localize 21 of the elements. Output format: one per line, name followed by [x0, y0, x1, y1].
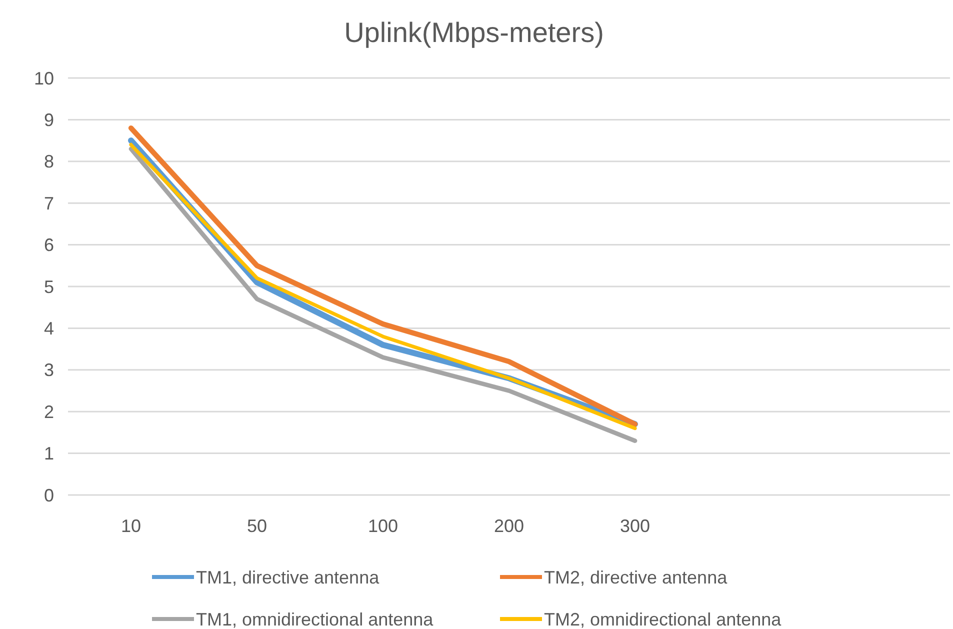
y-tick-label: 1 [44, 444, 54, 464]
legend-label: TM1, directive antenna [196, 567, 380, 588]
x-tick-label: 50 [246, 516, 268, 536]
legend-label: TM2, directive antenna [544, 567, 728, 588]
y-tick-label: 7 [44, 193, 54, 214]
x-tick-label: 200 [494, 516, 524, 536]
x-tick-label: 100 [368, 516, 398, 536]
y-tick-label: 2 [44, 402, 54, 422]
y-tick-label: 6 [44, 235, 54, 256]
y-tick-label: 4 [44, 318, 54, 338]
y-tick-label: 9 [44, 110, 54, 130]
y-tick-label: 0 [44, 485, 54, 506]
chart-title: Uplink(Mbps-meters) [344, 17, 604, 48]
y-tick-label: 10 [34, 68, 54, 88]
x-tick-label: 10 [120, 516, 142, 536]
x-tick-label: 300 [620, 516, 650, 536]
y-tick-label: 8 [44, 152, 54, 172]
y-tick-label: 5 [44, 276, 54, 297]
y-tick-label: 3 [44, 360, 54, 380]
legend-label: TM1, omnidirectional antenna [196, 609, 434, 629]
legend-label: TM2, omnidirectional antenna [544, 609, 782, 629]
